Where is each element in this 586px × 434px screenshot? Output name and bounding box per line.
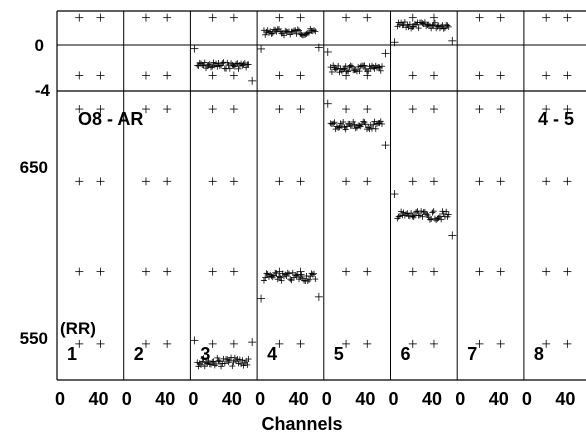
bottom-segment-panel-6 [390,190,457,240]
top-segment-panel-4 [257,25,323,53]
x-tick-label: 40 [89,389,109,409]
x-tick-label: 40 [222,389,242,409]
panel-label-8: 8 [534,344,544,364]
top-segment-panel-5 [323,47,390,76]
x-tick-label: 40 [289,389,309,409]
x-tick-label: 0 [55,389,65,409]
bottom-y-tick-550: 550 [20,329,48,348]
panel-label-6: 6 [401,344,411,364]
grid-tick-marks [75,13,572,348]
x-tick-label: 40 [155,389,175,409]
x-tick-label: 0 [255,389,265,409]
panel-dividers [123,11,525,380]
bottom-segment-panel-3 [190,336,257,370]
x-tick-labels: 0 40 0 40 0 40 0 40 0 40 0 40 0 40 0 40 [55,389,575,409]
panel-label-2: 2 [134,344,144,364]
chart-title-right: 4 - 5 [538,109,574,129]
x-tick-label: 40 [422,389,442,409]
x-tick-label: 0 [522,389,532,409]
top-segment-panel-6 [390,19,457,47]
top-plot-frame [56,10,586,91]
x-tick-label: 0 [188,389,198,409]
panel-labels: 1 2 3 4 5 6 7 8 [67,344,544,364]
x-tick-label: 40 [355,389,375,409]
x-tick-label: 0 [322,389,332,409]
x-tick-label: 40 [489,389,509,409]
x-tick-label: 0 [122,389,132,409]
chart-title-left: O8 - AR [78,109,143,129]
bottom-segment-panel-4 [257,269,323,303]
x-tick-label: 0 [388,389,398,409]
panel-label-1: 1 [67,344,77,364]
panel-label-4: 4 [267,344,277,364]
panel-label-3: 3 [200,344,210,364]
x-axis-label: Channels [261,414,342,434]
x-tick-label: 40 [555,389,575,409]
panel-tag: (RR) [60,319,96,338]
top-y-tick-0: 0 [35,36,44,55]
data-segments [190,19,457,370]
bottom-segment-panel-5 [323,99,390,150]
bottom-y-tick-650: 650 [20,158,48,177]
panel-label-7: 7 [467,344,477,364]
top-segment-panel-3 [190,44,257,85]
x-tick-label: 0 [455,389,465,409]
top-y-tick-minus4: -4 [35,81,51,100]
panel-label-5: 5 [334,344,344,364]
bottom-plot-frame [56,91,586,381]
